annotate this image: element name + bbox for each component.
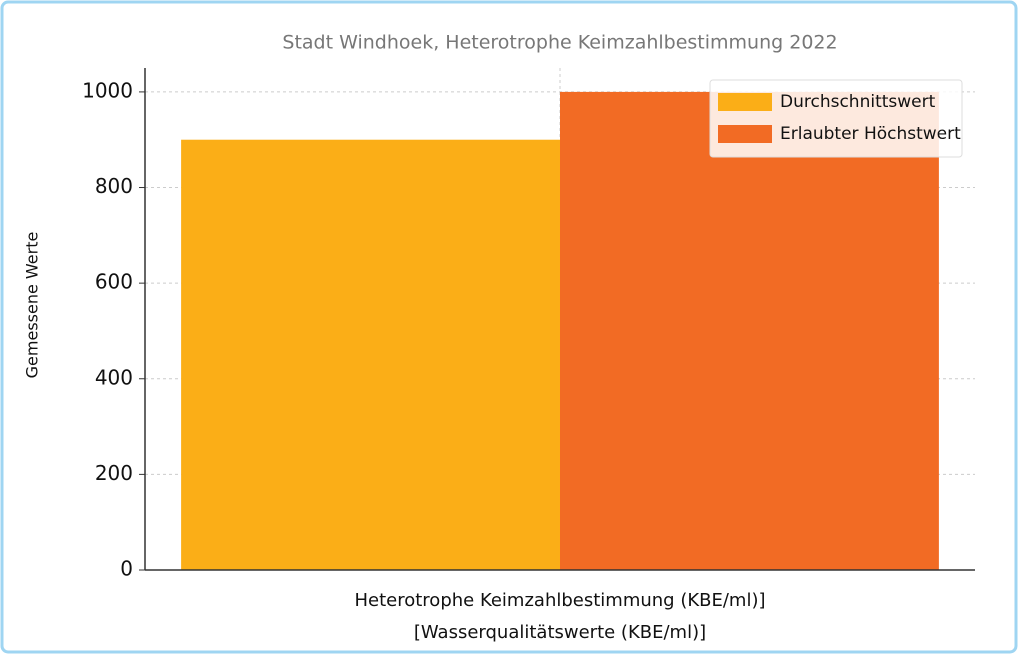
chart-title: Stadt Windhoek, Heterotrophe Keimzahlbes… [282,32,837,54]
y-axis-label: Gemessene Werte [23,232,42,379]
legend-box [709,79,963,158]
x-axis-label: [Wasserqualitätswerte (KBE/ml)] [414,622,706,643]
legend-swatch [718,125,772,143]
y-tick-label: 200 [95,461,133,485]
y-tick-label: 400 [95,365,133,389]
bar [560,91,939,571]
y-tick-label: 0 [120,557,133,581]
legend-label: Durchschnittswert [780,92,936,112]
y-tick-label: 800 [95,174,133,198]
y-tick-label: 1000 [82,78,133,102]
legend-swatch [718,93,772,111]
x-axis-label: Heterotrophe Keimzahlbestimmung (KBE/ml)… [354,590,765,611]
legend-label: Erlaubter Höchstwert [780,124,961,144]
bar [181,139,561,570]
y-tick-label: 600 [95,270,133,294]
